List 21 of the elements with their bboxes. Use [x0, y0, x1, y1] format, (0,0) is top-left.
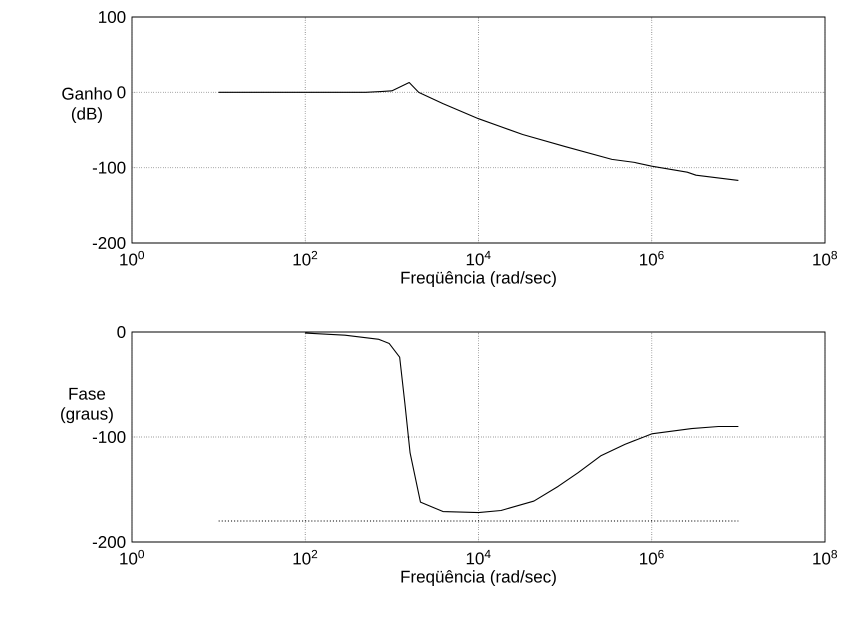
- y-tick-label: 0: [117, 86, 126, 98]
- x-tick-label: 10$^{8}$: [813, 550, 838, 565]
- y-tick-label: -200: [92, 236, 126, 250]
- x-tick-label: 10$^{0}$: [120, 550, 144, 565]
- x-tick-label: 10$^{0}$: [120, 250, 144, 266]
- x-tick-label: 10$^{8}$: [813, 250, 838, 266]
- y-axis-title: Ganho (dB): [62, 87, 112, 124]
- y-tick-label: -200: [92, 536, 126, 548]
- x-tick-label: 10$^{4}$: [466, 250, 491, 266]
- x-axis-title: Freqüência (rad/sec): [401, 271, 556, 288]
- x-axis-title: Freqüência (rad/sec): [401, 570, 556, 586]
- x-tick-label: 10$^{2}$: [294, 550, 318, 565]
- x-tick-label: 10$^{6}$: [640, 550, 664, 565]
- x-tick-label: 10$^{4}$: [466, 550, 491, 564]
- y-axis-title: Fase (graus): [61, 388, 113, 424]
- y-tick-label: 0: [117, 326, 126, 338]
- x-tick-label: 10$^{2}$: [294, 250, 318, 266]
- x-tick-label: 10$^{6}$: [640, 250, 664, 266]
- y-tick-label: -100: [92, 430, 126, 444]
- y-tick-label: -100: [92, 162, 126, 174]
- y-tick-label: 100: [99, 10, 126, 24]
